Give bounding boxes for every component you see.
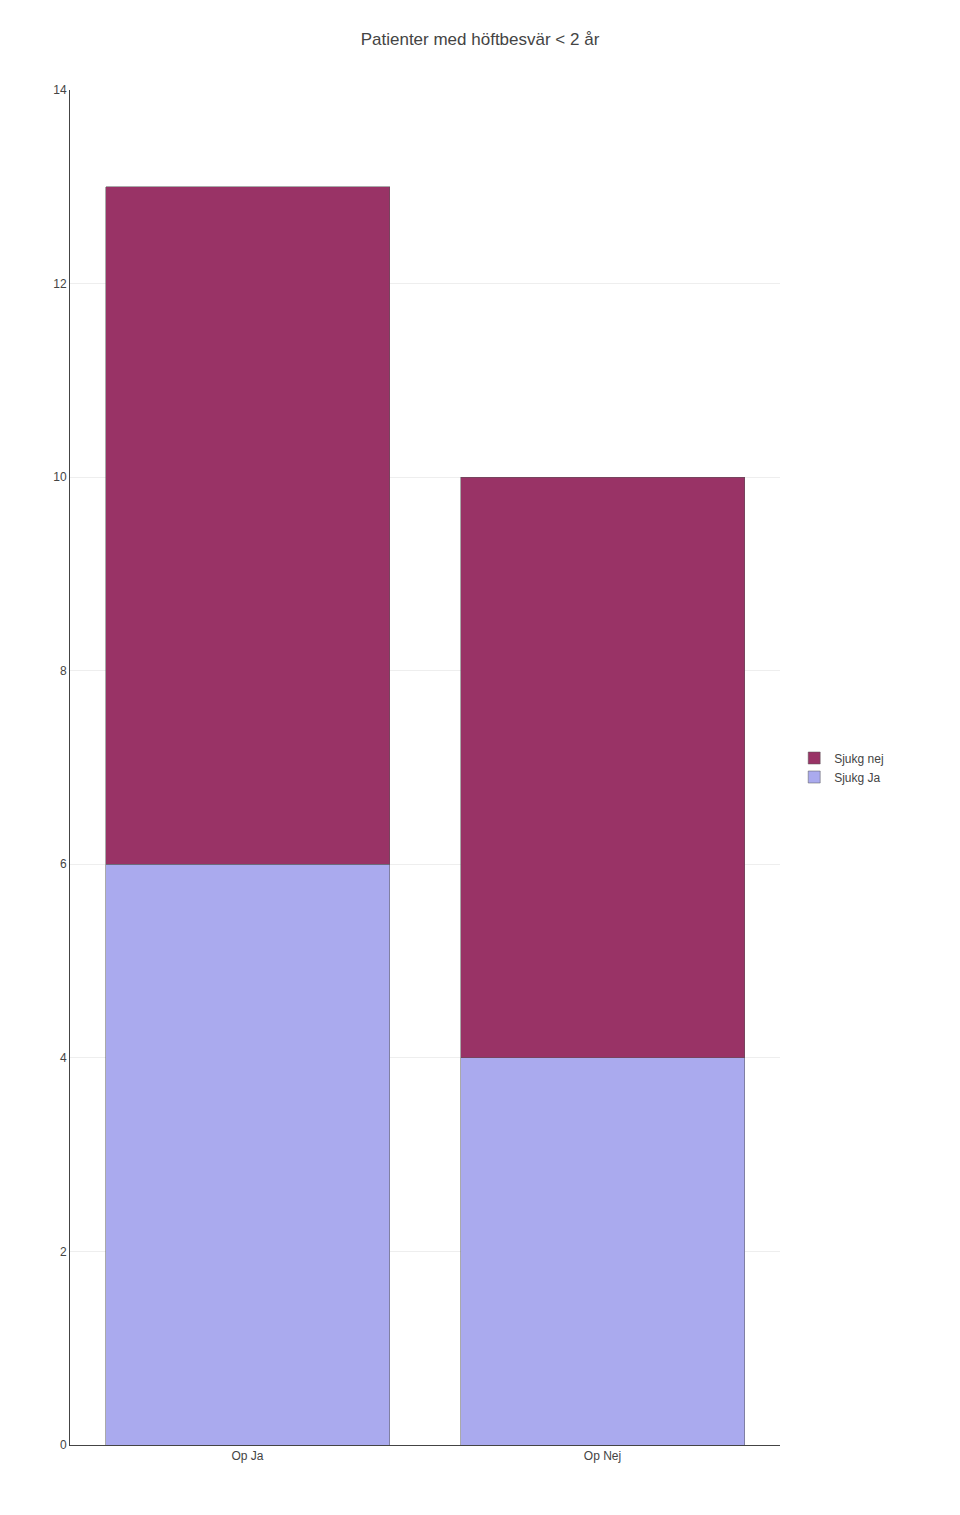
svg-text:Sjukg Ja: Sjukg Ja	[834, 771, 880, 785]
svg-text:12: 12	[53, 277, 67, 291]
svg-text:2: 2	[60, 1245, 67, 1259]
svg-text:14: 14	[53, 83, 67, 97]
svg-text:Patienter med höftbesvär < 2 å: Patienter med höftbesvär < 2 år	[361, 30, 600, 49]
svg-text:Sjukg nej: Sjukg nej	[834, 752, 883, 766]
svg-text:6: 6	[60, 857, 67, 871]
svg-text:0: 0	[60, 1438, 67, 1452]
svg-text:10: 10	[53, 470, 67, 484]
svg-text:Op Ja: Op Ja	[231, 1449, 263, 1463]
svg-text:Op Nej: Op Nej	[584, 1449, 621, 1463]
svg-text:4: 4	[60, 1051, 67, 1065]
svg-text:8: 8	[60, 664, 67, 678]
